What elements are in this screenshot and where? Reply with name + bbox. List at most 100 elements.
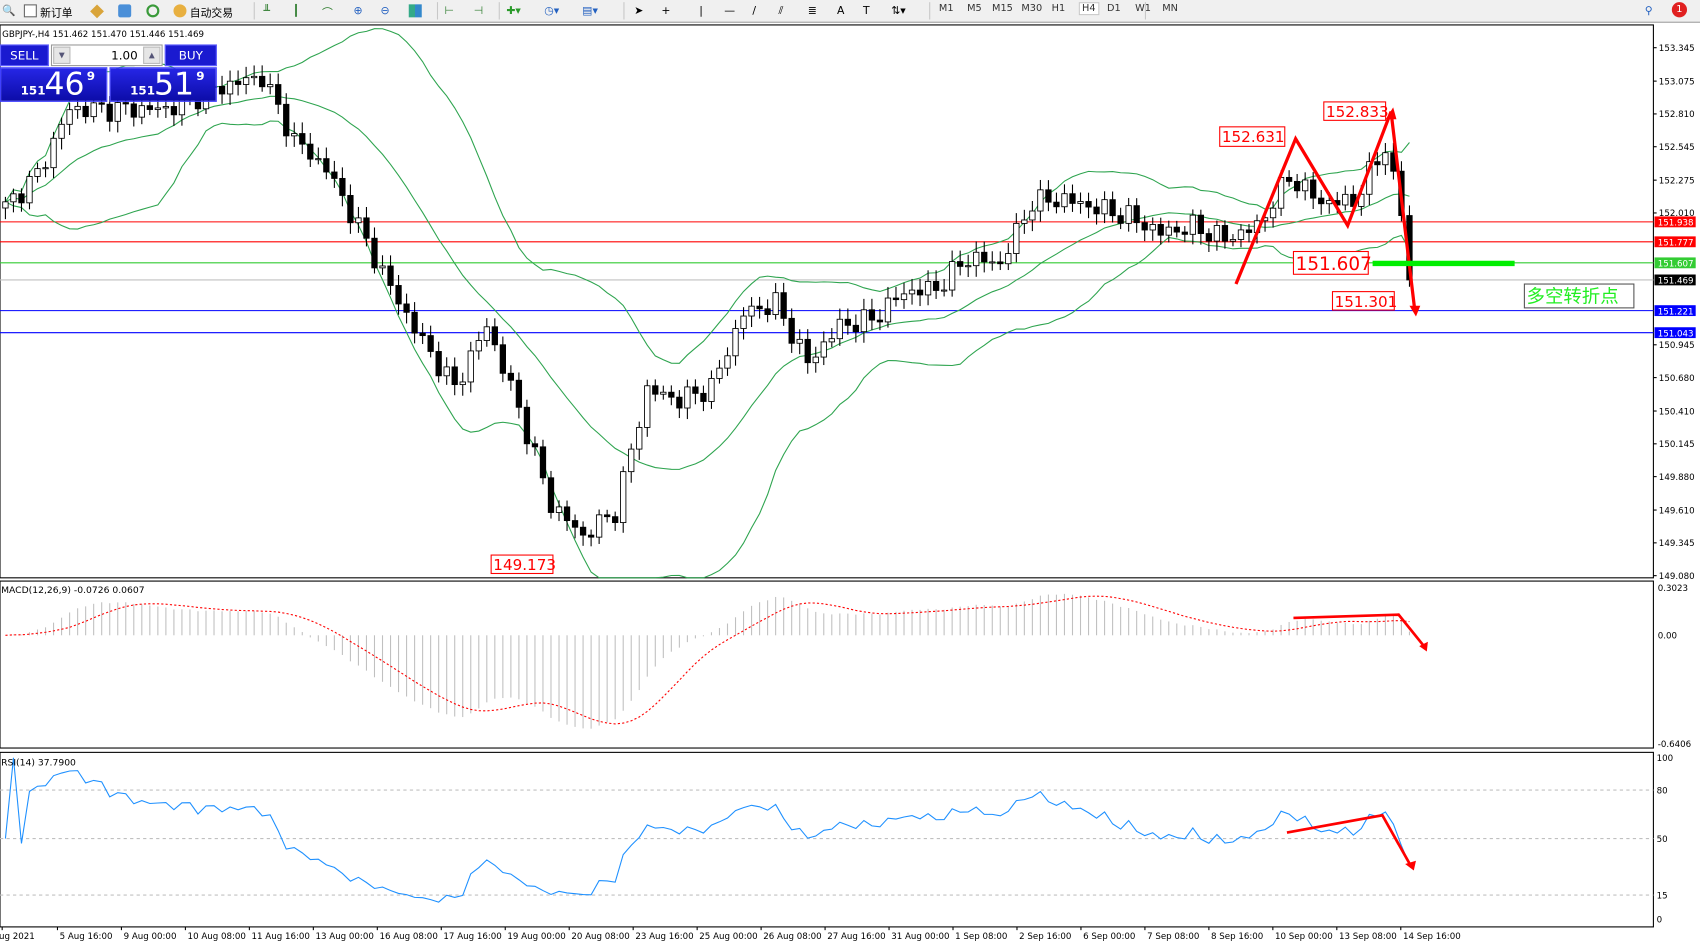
signal-icon[interactable]	[146, 2, 162, 19]
time-axis-label: 9 Aug 00:00	[124, 932, 177, 941]
timeframe-m30[interactable]: M30	[1021, 3, 1043, 15]
auto-scroll-icon[interactable]: ⊢	[444, 4, 454, 17]
candle-body	[740, 315, 747, 329]
candle-body	[1101, 199, 1108, 215]
candle-body	[804, 338, 811, 364]
zoom-icon[interactable]: 🔍	[2, 4, 16, 17]
time-axis-label: 7 Sep 08:00	[1147, 932, 1199, 941]
candle-body	[467, 350, 474, 383]
candle-body	[756, 305, 763, 310]
candle-body	[42, 167, 49, 170]
candle-body	[1221, 225, 1229, 242]
time-axis-label: 10 Aug 08:00	[188, 932, 246, 941]
decrease-lot-button[interactable]: ▼	[53, 46, 71, 64]
time-axis-label: 1 Sep 08:00	[955, 932, 1007, 941]
buy-price[interactable]: 151 51 9	[109, 65, 217, 102]
horizontal-line-icon[interactable]: —	[724, 4, 736, 17]
price-line-label: 151.938	[1658, 219, 1694, 229]
candle-body	[1374, 161, 1381, 166]
annotation-high2: 152.833	[1326, 103, 1389, 121]
candle-body	[628, 448, 635, 473]
notification-badge[interactable]: 1	[1671, 2, 1688, 18]
price-line-tag	[1654, 257, 1696, 269]
bollinger-middle	[5, 95, 1410, 470]
candle-body	[868, 309, 876, 321]
macd-axis-label: -0.6406	[1658, 740, 1691, 750]
price-axis-label: 150.680	[1659, 374, 1695, 384]
timeframe-d1[interactable]: D1	[1106, 3, 1121, 15]
candle-body	[1125, 205, 1132, 224]
candle-body	[226, 80, 234, 95]
candle-body	[796, 338, 803, 344]
candle-body	[1029, 210, 1036, 221]
timeframe-m1[interactable]: M1	[938, 3, 954, 15]
equidistant-channel-icon[interactable]: ⫽	[778, 4, 784, 17]
text-label-icon[interactable]: T	[863, 4, 870, 17]
candle-body	[684, 386, 691, 409]
indicators-icon[interactable]: ✚▾	[506, 4, 521, 17]
candle-body	[18, 193, 25, 204]
vertical-line-icon[interactable]: |	[699, 4, 703, 17]
time-axis-label: 25 Aug 00:00	[699, 932, 757, 941]
timeframe-h4[interactable]: H4	[1078, 2, 1099, 16]
zoom-in-icon[interactable]: ⊕	[353, 4, 363, 17]
candle-body	[676, 396, 683, 409]
sell-button[interactable]: SELL	[0, 44, 49, 67]
candle-body	[1117, 215, 1124, 224]
arrows-icon[interactable]: ⇅▾	[891, 4, 906, 17]
new-order-button[interactable]: 新订单	[23, 2, 73, 19]
candle-body	[427, 335, 434, 352]
rsi-line	[4, 757, 1410, 903]
tile-windows-icon[interactable]	[408, 2, 425, 19]
timeframe-w1[interactable]: W1	[1135, 3, 1152, 15]
candle-body	[74, 105, 81, 111]
auto-trading-button[interactable]: 自动交易	[173, 2, 233, 19]
candle-body	[1109, 199, 1116, 217]
increase-lot-button[interactable]: ▲	[143, 46, 161, 64]
line-chart-icon[interactable]: ⌒	[322, 7, 333, 19]
candle-body	[66, 109, 73, 125]
candle-body	[1213, 225, 1221, 242]
toolbar: 🔍 新订单 自动交易 ╨ ┃ ⌒ ⊕ ⊖ ⊢ ⊣ ✚▾ ◷▾ ▤▾ ➤ + | …	[0, 0, 1700, 23]
chart-shift-icon[interactable]: ⊣	[473, 4, 484, 17]
timeframe-m5[interactable]: M5	[967, 3, 982, 15]
candle-body	[234, 80, 242, 85]
timeframe-m15[interactable]: M15	[992, 3, 1013, 15]
arrowhead	[1409, 305, 1421, 317]
lot-size-value[interactable]: 1.00	[111, 48, 138, 63]
bar-chart-icon[interactable]: ╨	[263, 4, 270, 17]
sell-price[interactable]: 151 46 9	[0, 65, 108, 102]
trendline-icon[interactable]: /	[752, 4, 757, 17]
timeframe-mn[interactable]: MN	[1162, 3, 1178, 15]
price-line-tag	[1654, 236, 1696, 248]
terminal-icon[interactable]	[118, 2, 134, 19]
search-icon[interactable]: ⚲	[1644, 4, 1653, 17]
candle-body	[1237, 229, 1245, 240]
candle-body	[908, 289, 916, 295]
zoom-out-icon[interactable]: ⊖	[380, 4, 390, 17]
rsi-header: RSI(14) 37.7900	[1, 757, 76, 768]
candle-body	[732, 328, 739, 357]
cursor-icon[interactable]: ➤	[634, 4, 644, 17]
candle-body	[58, 123, 65, 139]
candle-body	[347, 195, 354, 224]
crosshair-icon[interactable]: +	[661, 4, 671, 17]
candle-body	[716, 367, 723, 379]
lot-size-stepper[interactable]: ▼ 1.00 ▲	[50, 44, 163, 67]
templates-icon[interactable]: ▤▾	[582, 4, 598, 17]
periods-icon[interactable]: ◷▾	[544, 4, 560, 17]
buy-button[interactable]: BUY	[164, 44, 217, 67]
candle-body	[483, 326, 490, 341]
candle-body	[957, 261, 964, 267]
price-axis-label: 149.610	[1659, 506, 1695, 516]
timeframe-h1[interactable]: H1	[1051, 3, 1066, 15]
fibonacci-icon[interactable]: ≣	[807, 4, 817, 17]
candle-body	[1013, 222, 1020, 254]
text-icon[interactable]: A	[837, 4, 845, 17]
candle-body	[555, 506, 563, 513]
candle-body	[1173, 226, 1180, 233]
rsi-axis-label: 15	[1657, 891, 1668, 901]
candlestick-icon[interactable]: ┃	[292, 4, 300, 17]
